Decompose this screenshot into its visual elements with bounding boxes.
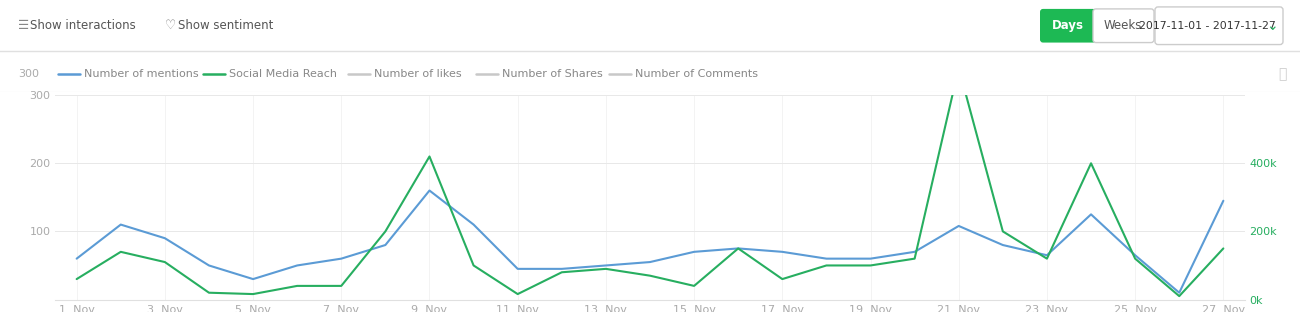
Text: ☰: ☰: [18, 19, 29, 32]
Text: 2017-11-01 - 2017-11-27: 2017-11-01 - 2017-11-27: [1139, 21, 1275, 31]
Text: 300: 300: [18, 69, 39, 79]
Text: Number of likes: Number of likes: [373, 69, 462, 79]
Text: ⓘ: ⓘ: [1278, 67, 1286, 81]
Text: Number of mentions: Number of mentions: [84, 69, 199, 79]
Text: ♡: ♡: [165, 19, 177, 32]
Text: Weeks: Weeks: [1104, 19, 1143, 32]
Text: ⌄: ⌄: [1266, 19, 1278, 33]
FancyBboxPatch shape: [1154, 7, 1283, 45]
FancyBboxPatch shape: [1040, 9, 1096, 42]
Text: Number of Shares: Number of Shares: [502, 69, 602, 79]
Text: Show sentiment: Show sentiment: [178, 19, 273, 32]
FancyBboxPatch shape: [1093, 9, 1154, 42]
Text: Show interactions: Show interactions: [30, 19, 135, 32]
Text: Number of Comments: Number of Comments: [636, 69, 758, 79]
Text: Days: Days: [1052, 19, 1084, 32]
Text: Social Media Reach: Social Media Reach: [229, 69, 337, 79]
